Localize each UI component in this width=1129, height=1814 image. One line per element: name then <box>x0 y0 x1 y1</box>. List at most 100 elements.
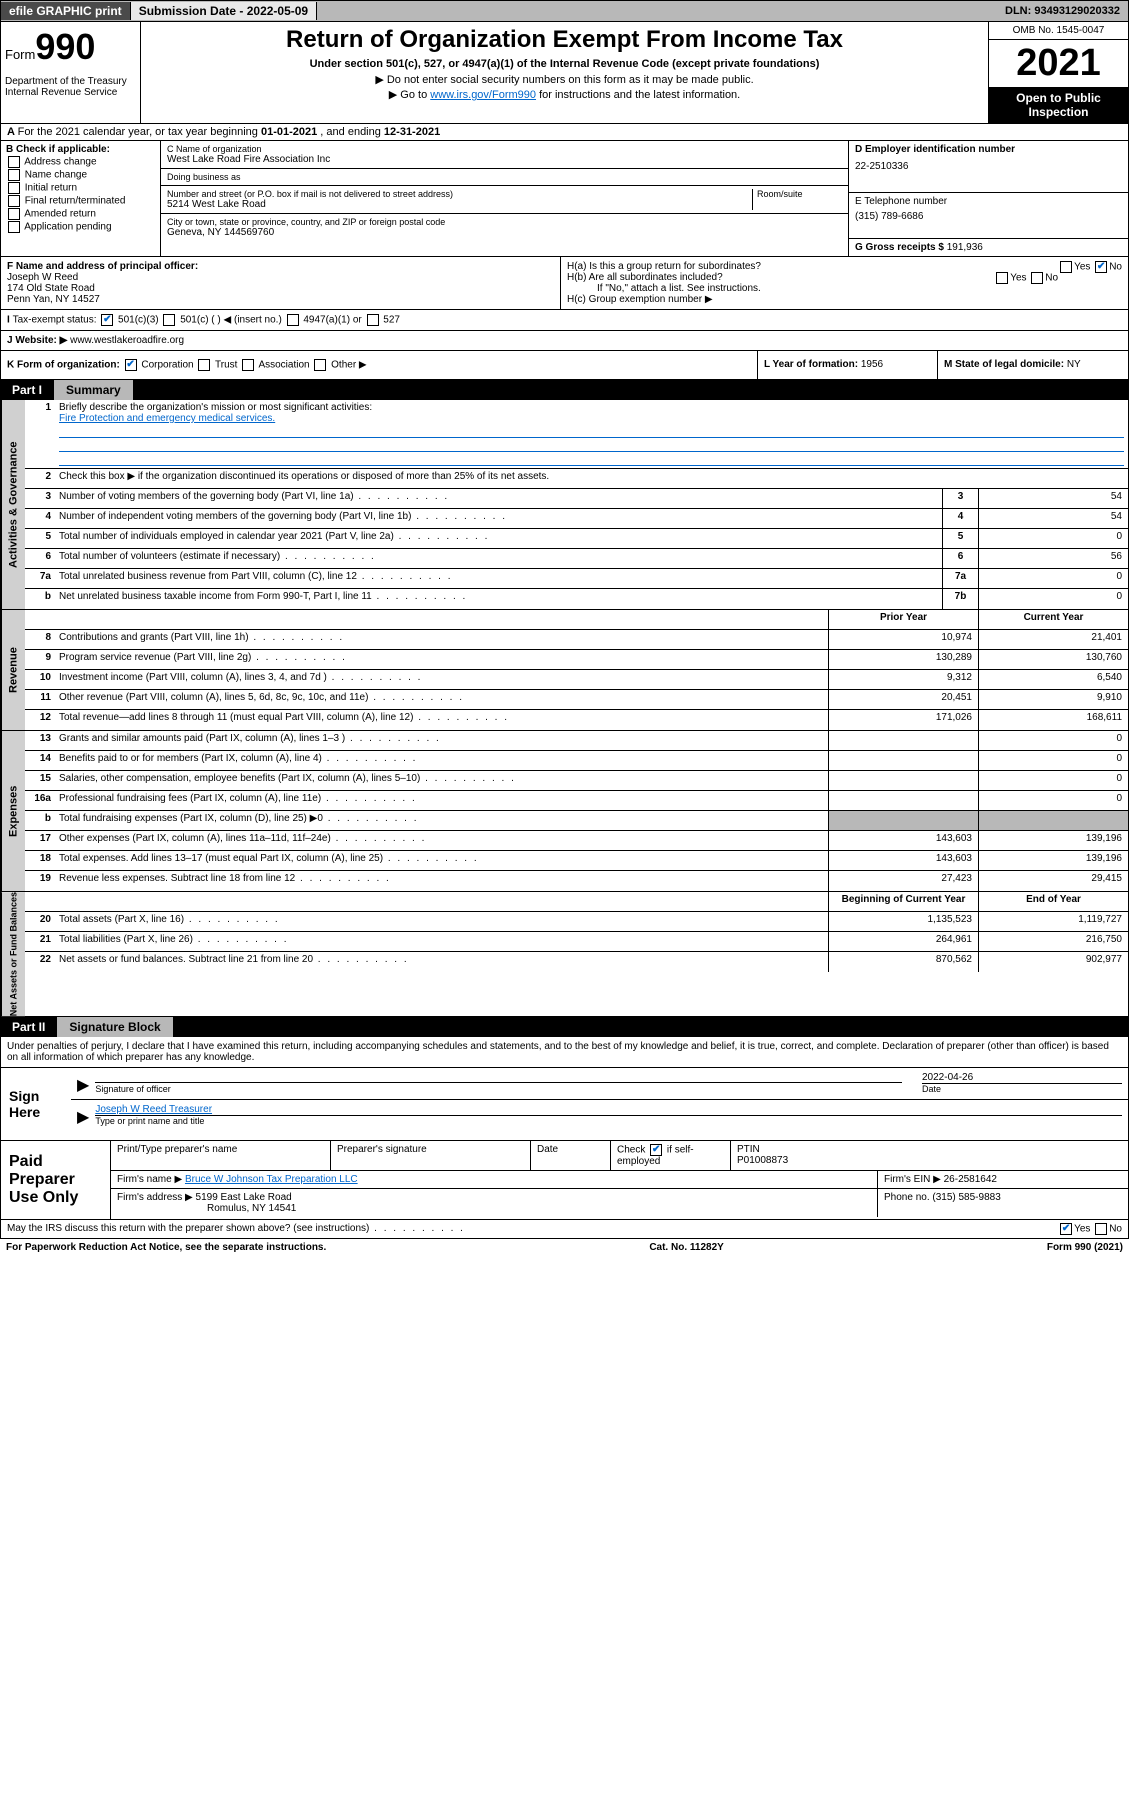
sig-arrow-icon: ▶ <box>77 1075 89 1095</box>
tax-year: 2021 <box>989 40 1128 87</box>
chk-trust[interactable] <box>198 359 210 371</box>
footer-line: For Paperwork Reduction Act Notice, see … <box>0 1239 1129 1256</box>
table-row: 22Net assets or fund balances. Subtract … <box>25 952 1128 972</box>
irs-discuss-row: May the IRS discuss this return with the… <box>0 1220 1129 1239</box>
table-row: 6Total number of volunteers (estimate if… <box>25 549 1128 569</box>
chk-self-employed[interactable] <box>650 1144 662 1156</box>
table-row: 17Other expenses (Part IX, column (A), l… <box>25 831 1128 851</box>
table-row: 18Total expenses. Add lines 13–17 (must … <box>25 851 1128 871</box>
row-a-tax-year: A For the 2021 calendar year, or tax yea… <box>0 124 1129 141</box>
chk-hb-yes[interactable] <box>996 272 1008 284</box>
chk-final-return[interactable] <box>8 195 20 207</box>
table-row: 16aProfessional fundraising fees (Part I… <box>25 791 1128 811</box>
top-toolbar: efile GRAPHIC print Submission Date - 20… <box>0 0 1129 22</box>
instructions-link-line: ▶ Go to www.irs.gov/Form990 for instruct… <box>151 88 978 101</box>
paid-preparer-label: Paid Preparer Use Only <box>1 1141 111 1219</box>
sidelabel-net: Net Assets or Fund Balances <box>1 892 25 1016</box>
org-name: West Lake Road Fire Association Inc <box>167 154 842 165</box>
officer-addr2: Penn Yan, NY 14527 <box>7 294 554 305</box>
ein: 22-2510336 <box>855 161 1122 172</box>
efile-label: efile GRAPHIC print <box>1 2 131 20</box>
chk-501c3[interactable] <box>101 314 113 326</box>
col-current-year: Current Year <box>978 610 1128 629</box>
org-street: 5214 West Lake Road <box>167 199 752 210</box>
chk-4947[interactable] <box>287 314 299 326</box>
form-number-block: Form990 Department of the Treasury Inter… <box>1 22 141 123</box>
cat-no: Cat. No. 11282Y <box>649 1242 723 1253</box>
chk-hb-no[interactable] <box>1031 272 1043 284</box>
row-i-tax-exempt: I Tax-exempt status: 501(c)(3) 501(c) ( … <box>0 310 1129 331</box>
signature-block: Sign Here ▶ Signature of officer 2022-04… <box>0 1068 1129 1141</box>
section-revenue: Revenue Prior Year Current Year 8Contrib… <box>0 610 1129 731</box>
firm-name[interactable]: Bruce W Johnson Tax Preparation LLC <box>185 1174 358 1185</box>
col-prior-year: Prior Year <box>828 610 978 629</box>
firm-ein: 26-2581642 <box>944 1174 997 1185</box>
gross-receipts: 191,936 <box>947 242 983 253</box>
state-domicile: NY <box>1067 359 1081 370</box>
form-header: Form990 Department of the Treasury Inter… <box>0 22 1129 124</box>
submission-date: Submission Date - 2022-05-09 <box>131 2 317 20</box>
table-row: 8Contributions and grants (Part VIII, li… <box>25 630 1128 650</box>
sidelabel-governance: Activities & Governance <box>1 400 25 609</box>
chk-app-pending[interactable] <box>8 221 20 233</box>
section-governance: Activities & Governance 1 Briefly descri… <box>0 400 1129 610</box>
table-row: 14Benefits paid to or for members (Part … <box>25 751 1128 771</box>
row-f-h: F Name and address of principal officer:… <box>0 257 1129 310</box>
chk-corp[interactable] <box>125 359 137 371</box>
sign-here-label: Sign Here <box>1 1068 71 1140</box>
row-j-website: J Website: ▶ www.westlakeroadfire.org <box>0 331 1129 351</box>
table-row: 10Investment income (Part VIII, column (… <box>25 670 1128 690</box>
chk-name-change[interactable] <box>8 169 20 181</box>
part-i-header: Part I Summary <box>0 380 1129 400</box>
org-city: Geneva, NY 144569760 <box>167 227 842 238</box>
table-row: bTotal fundraising expenses (Part IX, co… <box>25 811 1128 831</box>
mission-text[interactable]: Fire Protection and emergency medical se… <box>59 413 275 424</box>
table-row: 11Other revenue (Part VIII, column (A), … <box>25 690 1128 710</box>
chk-amended[interactable] <box>8 208 20 220</box>
col-c-org-info: C Name of organization West Lake Road Fi… <box>161 141 848 256</box>
chk-527[interactable] <box>367 314 379 326</box>
chk-assoc[interactable] <box>242 359 254 371</box>
sign-date: 2022-04-26 <box>922 1072 1122 1083</box>
table-row: 5Total number of individuals employed in… <box>25 529 1128 549</box>
table-row: 12Total revenue—add lines 8 through 11 (… <box>25 710 1128 730</box>
perjury-statement: Under penalties of perjury, I declare th… <box>0 1037 1129 1068</box>
table-row: 9Program service revenue (Part VIII, lin… <box>25 650 1128 670</box>
website-url: www.westlakeroadfire.org <box>70 335 184 346</box>
chk-ha-yes[interactable] <box>1060 261 1072 273</box>
chk-other[interactable] <box>314 359 326 371</box>
table-row: 15Salaries, other compensation, employee… <box>25 771 1128 791</box>
row-klm: K Form of organization: Corporation Trus… <box>0 351 1129 380</box>
col-b-checkboxes: B Check if applicable: Address change Na… <box>1 141 161 256</box>
form-ref: Form 990 (2021) <box>1047 1242 1123 1253</box>
form-subtitle: Under section 501(c), 527, or 4947(a)(1)… <box>151 58 978 70</box>
officer-name: Joseph W Reed <box>7 272 554 283</box>
table-row: 3Number of voting members of the governi… <box>25 489 1128 509</box>
chk-address-change[interactable] <box>8 156 20 168</box>
section-expenses: Expenses 13Grants and similar amounts pa… <box>0 731 1129 892</box>
omb-number: OMB No. 1545-0047 <box>989 22 1128 40</box>
chk-ha-no[interactable] <box>1095 261 1107 273</box>
table-row: 4Number of independent voting members of… <box>25 509 1128 529</box>
form-title-block: Return of Organization Exempt From Incom… <box>141 22 988 123</box>
officer-sign-name: Joseph W Reed Treasurer <box>95 1104 1122 1115</box>
dept-treasury: Department of the Treasury Internal Reve… <box>5 76 136 98</box>
chk-501c[interactable] <box>163 314 175 326</box>
sig-arrow-icon-2: ▶ <box>77 1107 89 1127</box>
irs-link[interactable]: www.irs.gov/Form990 <box>430 89 536 101</box>
firm-city: Romulus, NY 14541 <box>117 1203 296 1214</box>
ssn-warning: ▶ Do not enter social security numbers o… <box>151 73 978 86</box>
chk-discuss-no[interactable] <box>1095 1223 1107 1235</box>
table-row: 7aTotal unrelated business revenue from … <box>25 569 1128 589</box>
chk-discuss-yes[interactable] <box>1060 1223 1072 1235</box>
col-end-year: End of Year <box>978 892 1128 911</box>
table-row: 19Revenue less expenses. Subtract line 1… <box>25 871 1128 891</box>
sidelabel-revenue: Revenue <box>1 610 25 730</box>
table-row: bNet unrelated business taxable income f… <box>25 589 1128 609</box>
col-d-ein-tel: D Employer identification number 22-2510… <box>848 141 1128 256</box>
officer-addr1: 174 Old State Road <box>7 283 554 294</box>
firm-phone: (315) 585-9883 <box>932 1192 1000 1203</box>
year-formation: 1956 <box>861 359 883 370</box>
section-bcd: B Check if applicable: Address change Na… <box>0 141 1129 257</box>
chk-initial-return[interactable] <box>8 182 20 194</box>
